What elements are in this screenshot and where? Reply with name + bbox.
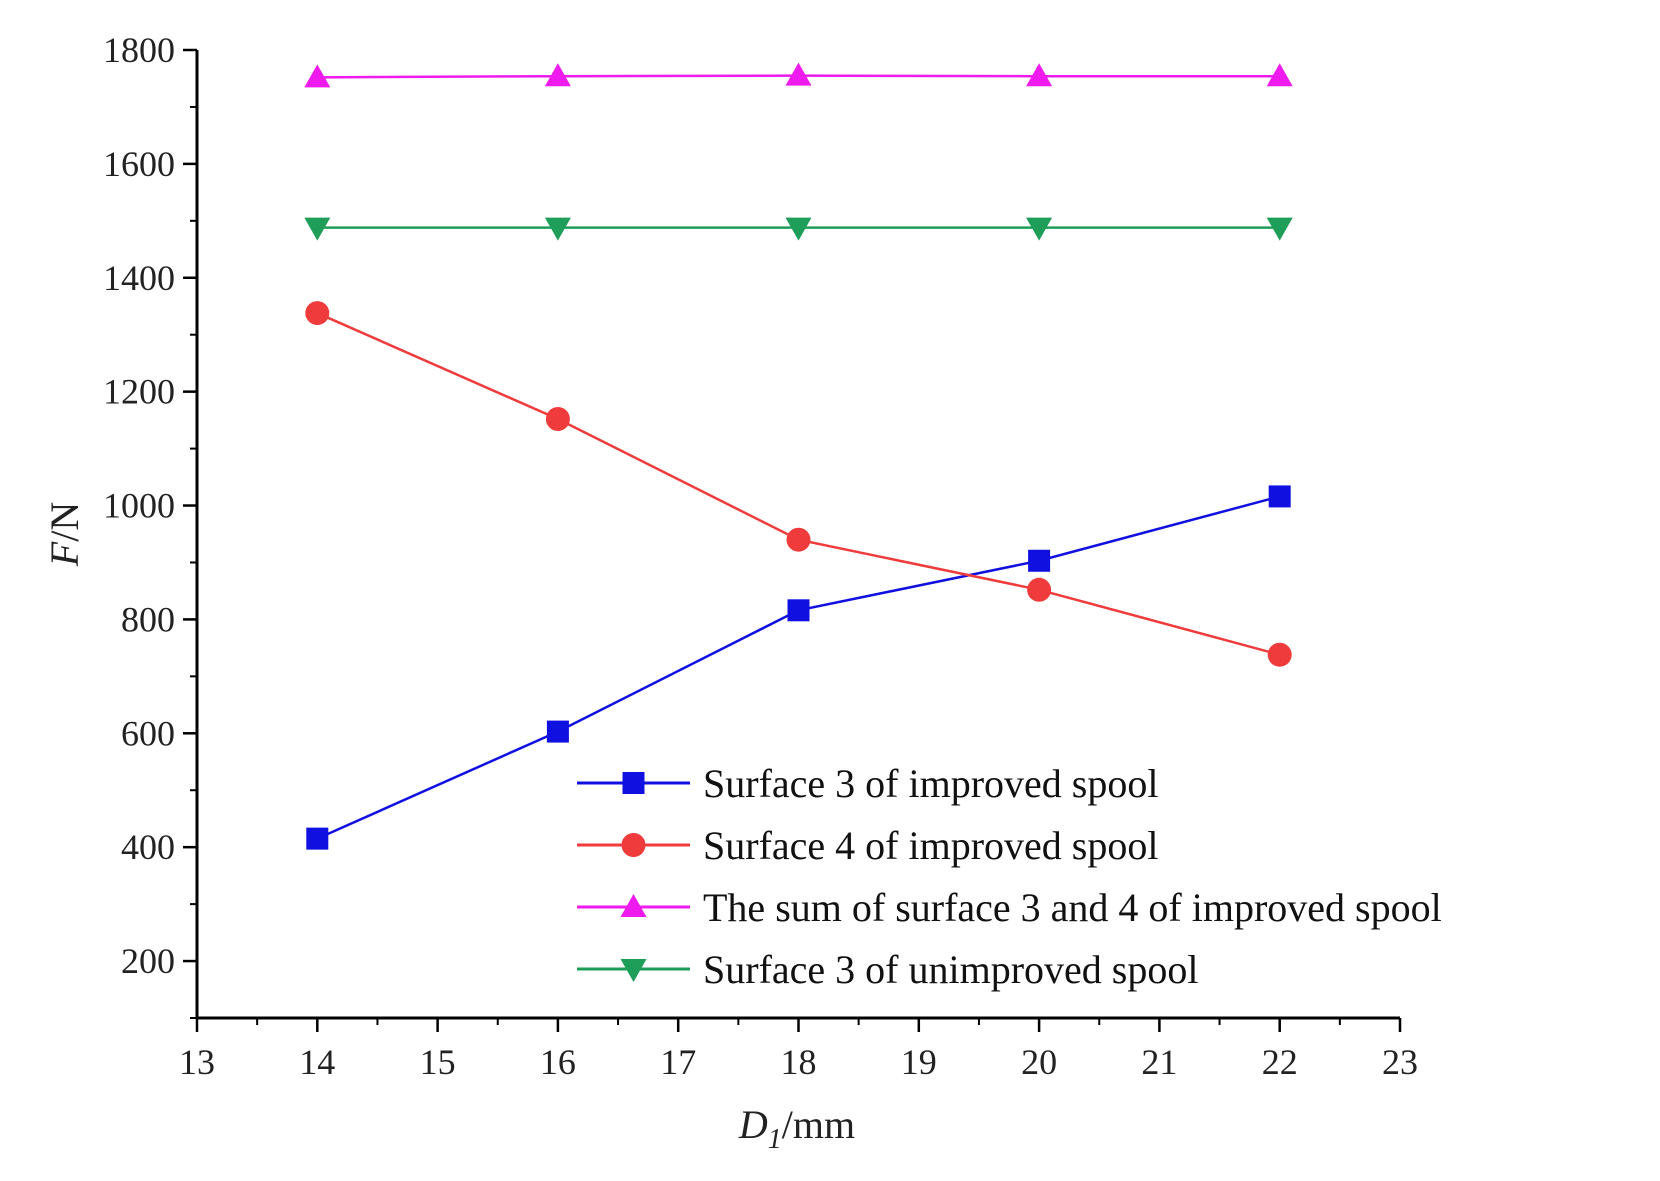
legend-marker bbox=[622, 772, 645, 794]
data-point bbox=[304, 217, 331, 241]
legend-marker bbox=[621, 833, 646, 857]
data-point bbox=[785, 217, 812, 241]
data-point bbox=[546, 720, 569, 743]
x-tick-label: 18 bbox=[781, 1042, 817, 1082]
data-point bbox=[1026, 63, 1053, 87]
legend-item: Surface 3 of unimproved spool bbox=[577, 947, 1198, 992]
data-point bbox=[1028, 549, 1051, 572]
data-point bbox=[1266, 217, 1293, 241]
series-2 bbox=[305, 301, 1292, 667]
x-tick-label: 15 bbox=[420, 1042, 456, 1082]
x-axis-variable: D bbox=[738, 1102, 768, 1147]
y-tick-label: 600 bbox=[121, 713, 175, 753]
x-axis-unit: /mm bbox=[782, 1102, 855, 1147]
series-4 bbox=[304, 217, 1293, 241]
legend-label: Surface 4 of improved spool bbox=[703, 823, 1158, 868]
legend-marker bbox=[620, 894, 647, 917]
x-tick-label: 21 bbox=[1141, 1042, 1177, 1082]
legend-label: Surface 3 of improved spool bbox=[703, 761, 1158, 806]
y-tick-label: 800 bbox=[121, 599, 175, 639]
data-point bbox=[544, 217, 571, 241]
data-point bbox=[305, 301, 330, 326]
y-axis-label: F/N bbox=[42, 502, 87, 567]
data-point bbox=[306, 827, 329, 850]
data-point bbox=[1026, 217, 1053, 241]
data-point bbox=[1027, 577, 1052, 602]
legend-marker bbox=[620, 959, 647, 982]
x-tick-label: 22 bbox=[1262, 1042, 1298, 1082]
data-point bbox=[304, 64, 331, 88]
y-tick-label: 1600 bbox=[103, 144, 175, 184]
series-1 bbox=[306, 485, 1291, 850]
data-point bbox=[1268, 485, 1291, 508]
legend-item: Surface 4 of improved spool bbox=[577, 823, 1158, 868]
y-tick-label: 1400 bbox=[103, 258, 175, 298]
y-axis-unit: /N bbox=[42, 502, 87, 542]
series-layer bbox=[304, 62, 1293, 850]
y-tick-label: 1800 bbox=[103, 30, 175, 70]
x-tick-label: 13 bbox=[179, 1042, 215, 1082]
data-point bbox=[787, 599, 810, 622]
data-point bbox=[785, 62, 812, 86]
data-point bbox=[545, 406, 570, 431]
series-3 bbox=[304, 62, 1293, 88]
data-point bbox=[1266, 63, 1293, 87]
data-point bbox=[544, 63, 571, 87]
y-tick-label: 1200 bbox=[103, 372, 175, 412]
y-tick-label: 400 bbox=[121, 827, 175, 867]
x-axis-subscript: 1 bbox=[768, 1124, 782, 1155]
legend-label: Surface 3 of unimproved spool bbox=[703, 947, 1198, 992]
x-tick-label: 20 bbox=[1021, 1042, 1057, 1082]
legend-label: The sum of surface 3 and 4 of improved s… bbox=[703, 885, 1442, 930]
x-tick-label: 23 bbox=[1382, 1042, 1418, 1082]
y-tick-label: 1000 bbox=[103, 486, 175, 526]
x-tick-label: 16 bbox=[540, 1042, 576, 1082]
data-point bbox=[1267, 642, 1292, 667]
y-axis-variable: F bbox=[42, 541, 87, 567]
x-axis-label: D1/mm bbox=[738, 1102, 855, 1155]
axes: 13 14 15 16 17 18 19 20 21 22 23 200 400 600 800 1000 12… bbox=[103, 30, 1418, 1082]
legend: Surface 3 of improved spool Surface 4 of … bbox=[577, 761, 1442, 992]
x-tick-label: 17 bbox=[660, 1042, 696, 1082]
legend-item: The sum of surface 3 and 4 of improved s… bbox=[577, 885, 1442, 930]
x-tick-label: 14 bbox=[299, 1042, 335, 1082]
y-tick-label: 200 bbox=[121, 941, 175, 981]
x-tick-label: 19 bbox=[901, 1042, 937, 1082]
legend-item: Surface 3 of improved spool bbox=[577, 761, 1158, 806]
data-point bbox=[786, 527, 811, 552]
